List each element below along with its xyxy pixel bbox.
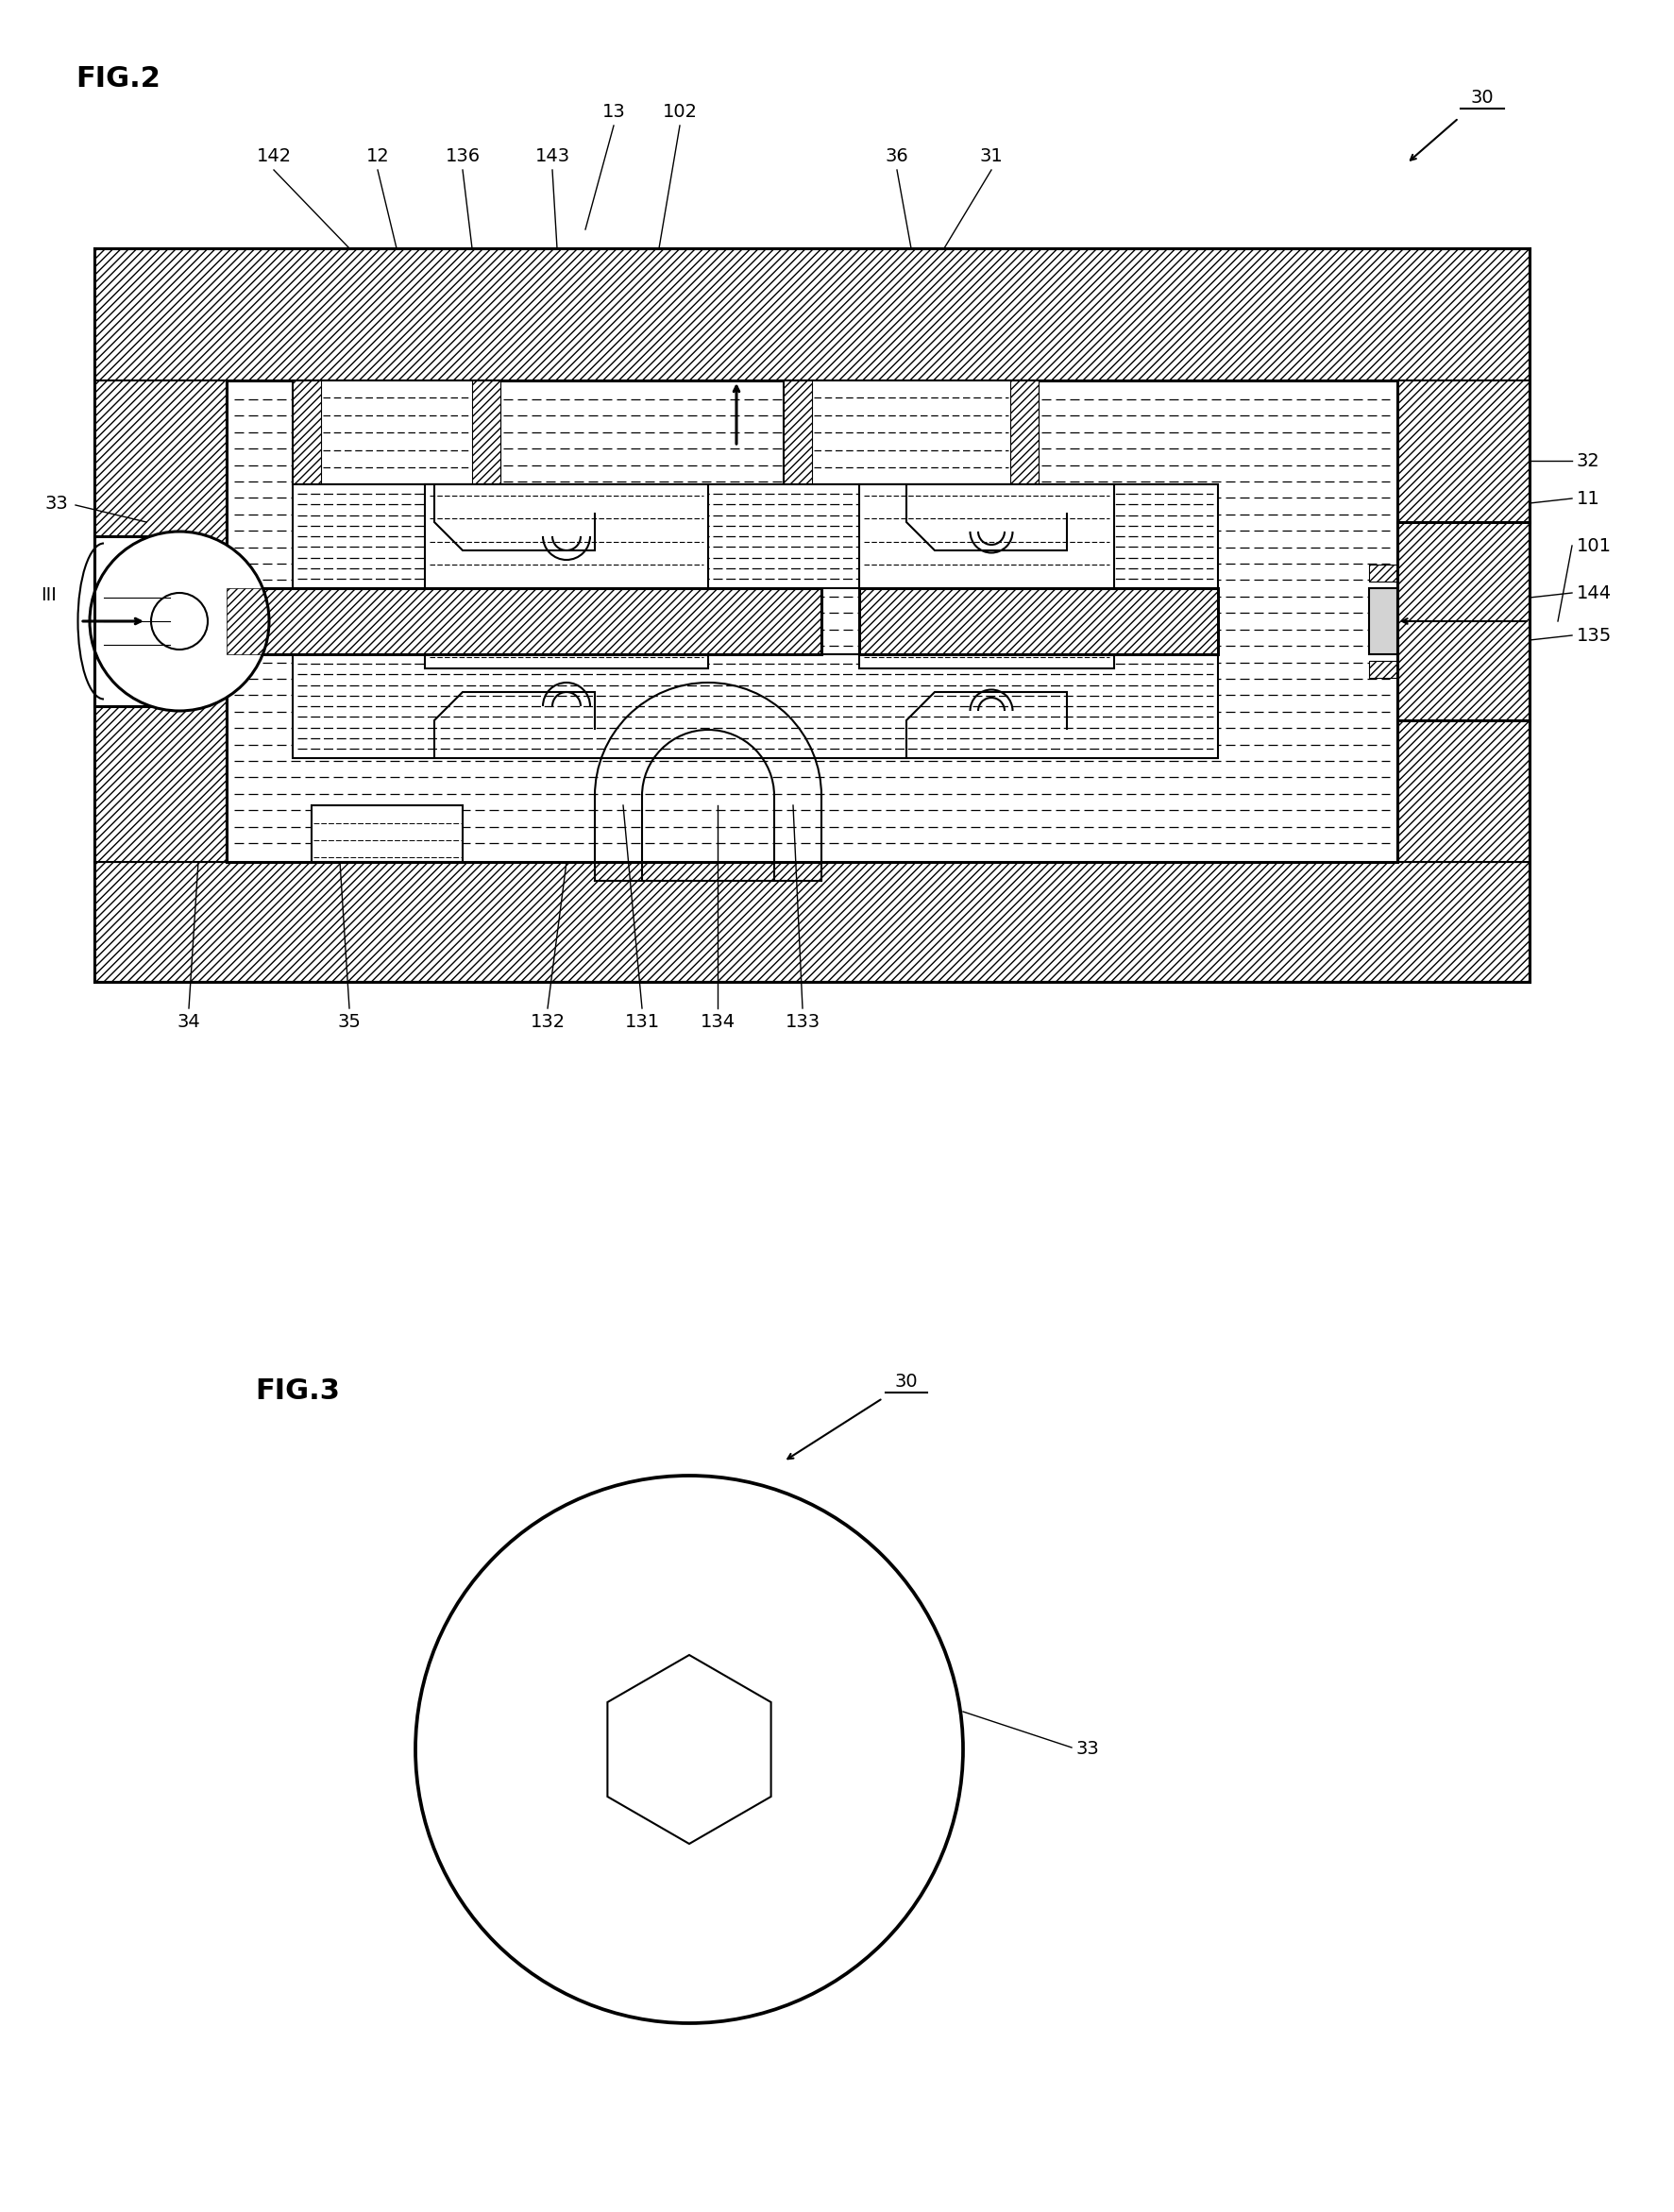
Bar bbox=[859, 484, 1113, 668]
Text: 132: 132 bbox=[529, 1013, 564, 1031]
Bar bbox=[293, 380, 321, 484]
Bar bbox=[94, 380, 226, 863]
Bar bbox=[293, 380, 501, 484]
Text: 134: 134 bbox=[700, 1013, 735, 1031]
Bar bbox=[425, 484, 708, 668]
Bar bbox=[311, 805, 462, 863]
Bar bbox=[1368, 661, 1396, 677]
Text: 36: 36 bbox=[886, 148, 907, 166]
Text: 142: 142 bbox=[256, 148, 291, 166]
Text: 31: 31 bbox=[979, 148, 1003, 166]
Text: 136: 136 bbox=[445, 148, 480, 166]
Text: 101: 101 bbox=[1575, 538, 1610, 555]
Text: 13: 13 bbox=[601, 104, 624, 122]
Text: 32: 32 bbox=[1575, 451, 1599, 469]
Text: 12: 12 bbox=[367, 148, 388, 166]
Bar bbox=[783, 380, 812, 484]
Circle shape bbox=[415, 1475, 963, 2024]
Bar bbox=[226, 588, 820, 655]
Text: 33: 33 bbox=[45, 493, 69, 513]
Text: 131: 131 bbox=[624, 1013, 660, 1031]
Text: 30: 30 bbox=[894, 1374, 917, 1391]
Bar bbox=[1009, 380, 1038, 484]
Bar bbox=[783, 380, 1038, 484]
Bar bbox=[1368, 588, 1396, 655]
Bar bbox=[293, 484, 1217, 588]
Text: 11: 11 bbox=[1575, 489, 1599, 507]
Text: 102: 102 bbox=[661, 104, 696, 122]
Text: 33: 33 bbox=[1076, 1741, 1100, 1759]
Text: 135: 135 bbox=[1575, 626, 1610, 644]
Text: FIG.2: FIG.2 bbox=[75, 64, 161, 93]
Text: 133: 133 bbox=[785, 1013, 820, 1031]
Text: FIG.3: FIG.3 bbox=[254, 1376, 340, 1405]
Circle shape bbox=[151, 593, 208, 650]
Bar bbox=[94, 863, 1528, 982]
Text: 35: 35 bbox=[338, 1013, 362, 1031]
Text: 144: 144 bbox=[1575, 584, 1610, 602]
Bar bbox=[1396, 380, 1528, 863]
Bar bbox=[859, 588, 1217, 655]
Text: 34: 34 bbox=[177, 1013, 201, 1031]
Bar bbox=[472, 380, 501, 484]
Bar bbox=[859, 588, 1217, 655]
Text: 143: 143 bbox=[534, 148, 569, 166]
Bar bbox=[1368, 564, 1396, 582]
Text: 30: 30 bbox=[1470, 88, 1493, 106]
Bar bbox=[226, 380, 1396, 863]
Bar bbox=[293, 655, 1217, 759]
Bar bbox=[94, 248, 1528, 380]
Text: III: III bbox=[42, 586, 57, 604]
Bar bbox=[94, 535, 179, 706]
Circle shape bbox=[90, 531, 270, 710]
Bar bbox=[226, 588, 820, 655]
